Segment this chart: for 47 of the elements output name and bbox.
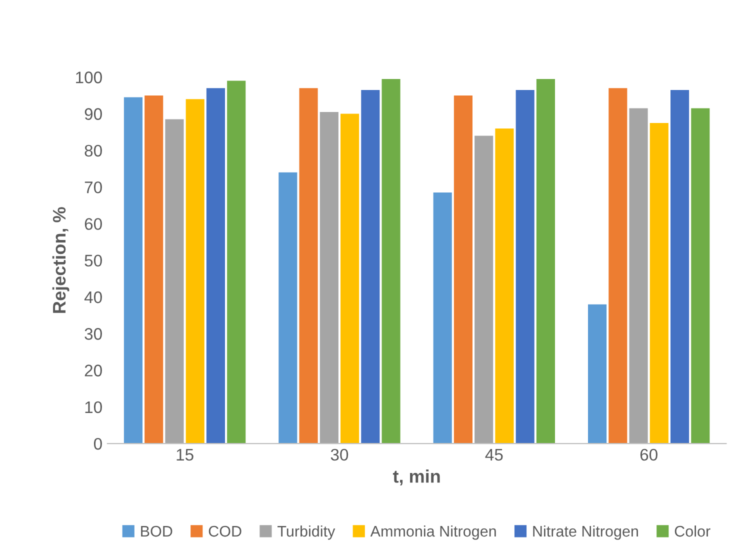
y-tick-label: 60 [84,218,102,230]
bar [206,88,226,444]
bar [691,108,710,444]
bar [382,78,400,444]
y-tick-label: 80 [84,144,102,157]
bar [165,119,184,444]
y-tick-label: 70 [84,181,102,194]
y-tick-label: 30 [84,328,102,340]
bar [227,80,246,444]
legend-label: Ammonia Nitrogen [370,525,496,540]
legend-label: Turbidity [278,525,336,540]
y-tick-label: 0 [94,438,102,450]
y-tick-label: 50 [84,254,102,267]
legend-label: Color [674,525,710,537]
bar [536,78,555,444]
bar [433,192,452,444]
bar [474,136,494,444]
y-tick-label: 90 [84,108,102,120]
bar [340,114,360,444]
legend-label: BOD [141,526,172,537]
x-axis-title: t, min [392,470,440,486]
bar [650,122,668,444]
bar [361,90,380,444]
bar [629,108,648,444]
y-tick-label: 100 [76,72,102,84]
bar [144,95,164,444]
bar [186,99,204,444]
x-tick-label: 60 [640,448,658,461]
y-axis-title: Rejection, % [52,207,70,313]
bar [320,112,338,444]
bar [670,90,690,444]
bar [454,95,472,444]
x-tick-label: 15 [176,449,194,461]
x-tick-label: 45 [485,449,503,461]
bar [516,90,534,444]
y-tick-label: 10 [85,401,102,414]
bar [124,97,143,444]
bar [299,88,318,444]
bar [588,304,607,444]
bar [495,128,514,444]
y-tick-label: 20 [84,364,102,376]
legend-label: COD [208,526,242,537]
legend-label: Nitrate Nitrogen [533,525,638,540]
x-tick-label: 30 [330,448,348,461]
bar [608,88,628,444]
y-tick-label: 40 [84,291,102,304]
bar [278,172,298,444]
